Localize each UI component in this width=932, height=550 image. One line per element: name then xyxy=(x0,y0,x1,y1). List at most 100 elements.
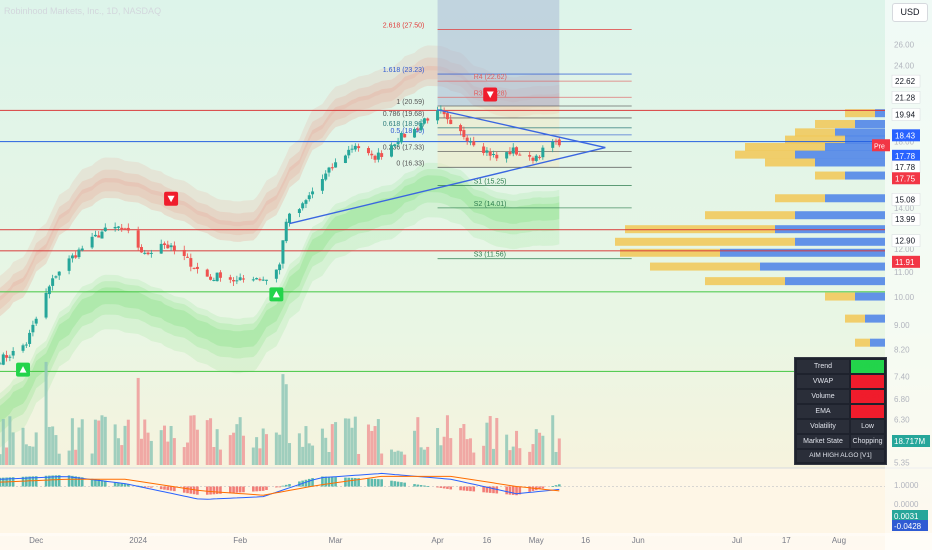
volume-bar xyxy=(554,451,558,465)
candle xyxy=(21,345,25,351)
premarket-badge xyxy=(872,139,890,152)
volume-bar xyxy=(459,428,463,465)
signal-dashboard: Trend Bullish VWAP Bearish Volume Bearis… xyxy=(794,357,887,465)
candle xyxy=(162,243,166,246)
candle xyxy=(139,247,143,253)
volume-bar xyxy=(93,419,97,465)
support-band xyxy=(0,162,560,448)
candle xyxy=(436,110,440,121)
candle xyxy=(373,155,377,160)
volume-bar xyxy=(51,426,55,465)
candle xyxy=(327,167,331,173)
candle xyxy=(274,269,278,279)
oscillator-value-label: 0.0031 xyxy=(894,512,919,521)
oscillator-histogram-bar xyxy=(205,486,209,495)
price-tag xyxy=(892,129,920,142)
volume-profile-bar xyxy=(825,194,885,203)
volume-bar xyxy=(44,361,48,465)
oscillator-histogram-bar xyxy=(485,486,489,493)
price-tag xyxy=(891,212,921,226)
candle xyxy=(528,155,532,157)
oscillator-histogram-bar xyxy=(439,486,443,488)
volume-bar xyxy=(538,432,542,465)
oscillator-histogram-bar xyxy=(459,486,462,491)
resistance-band xyxy=(0,45,560,301)
volume-bar xyxy=(278,434,282,465)
oscillator-histogram-bar xyxy=(284,484,288,487)
oscillator-histogram-bar xyxy=(215,486,219,495)
volume-profile-bar xyxy=(845,135,885,144)
price-tag-label: 11.91 xyxy=(895,258,915,267)
time-axis-tick: 17 xyxy=(782,536,791,545)
volume-bar xyxy=(426,446,430,465)
candle xyxy=(228,277,232,280)
oscillator-histogram-bar xyxy=(377,479,380,487)
price-tag-label: 19.94 xyxy=(895,110,916,119)
oscillator-histogram-bar xyxy=(123,483,127,487)
volume-bar xyxy=(54,435,58,465)
oscillator-histogram-bar xyxy=(403,482,406,487)
volume-bar xyxy=(307,443,311,465)
oscillator-histogram-bar xyxy=(324,476,328,487)
oscillator-histogram-bar xyxy=(252,486,255,492)
oscillator-histogram-bar xyxy=(80,477,84,487)
volume-bar xyxy=(403,454,407,465)
volume-bar xyxy=(235,424,239,465)
candle xyxy=(258,279,262,281)
candle xyxy=(518,154,522,156)
volume-bar xyxy=(370,430,374,465)
oscillator-histogram-bar xyxy=(495,486,499,494)
oscillator-histogram-bar xyxy=(34,476,38,487)
candle xyxy=(534,155,538,161)
candle xyxy=(264,279,268,281)
oscillator-histogram-bar xyxy=(120,483,124,487)
volume-profile-bar xyxy=(745,143,825,152)
oscillator-histogram-bar xyxy=(127,484,130,487)
oscillator-histogram-bar xyxy=(416,484,420,487)
candle xyxy=(416,128,420,130)
time-axis-tick: Aug xyxy=(832,536,846,545)
oscillator-histogram-bar xyxy=(281,485,285,487)
volume-profile-bar xyxy=(825,292,855,301)
volume-profile-bar xyxy=(815,119,855,128)
volume-bar xyxy=(485,422,489,465)
volume-profile-bar xyxy=(855,292,885,301)
candle xyxy=(80,248,84,251)
candle xyxy=(482,146,486,153)
arrow-down-icon xyxy=(167,195,175,203)
price-axis-tick: 6.30 xyxy=(894,415,910,424)
oscillator-histogram-bar xyxy=(173,486,176,492)
price-tag xyxy=(891,193,921,206)
volume-profile-bar xyxy=(795,211,885,220)
time-axis-tick: Jul xyxy=(732,536,742,545)
oscillator-histogram-bar xyxy=(77,476,81,487)
volume-profile-bar xyxy=(615,237,795,246)
volume-bar xyxy=(100,415,104,465)
volume-bar xyxy=(495,417,499,465)
oscillator-histogram-bar xyxy=(304,479,308,487)
candle xyxy=(195,266,199,269)
oscillator-slow-line xyxy=(0,475,560,496)
arrow-down-icon xyxy=(486,91,494,99)
premarket-badge-label: Pre xyxy=(874,143,885,150)
oscillator-histogram-bar xyxy=(557,484,561,487)
volume-profile-bar xyxy=(855,119,885,128)
candle xyxy=(255,278,259,280)
volume-bar xyxy=(390,449,394,465)
oscillator-histogram-bar xyxy=(400,482,403,487)
volume-bar xyxy=(334,422,338,465)
currency-button[interactable]: USD xyxy=(892,3,928,22)
oscillator-histogram-bar xyxy=(146,486,150,488)
dashboard-row-volume: Volume Bearish xyxy=(797,390,884,403)
oscillator-histogram-bar xyxy=(21,476,25,487)
candle xyxy=(301,203,305,209)
oscillator-histogram-bar xyxy=(393,481,397,487)
oscillator-histogram-bar xyxy=(232,486,235,493)
candle xyxy=(215,272,219,282)
volume-bar xyxy=(205,420,209,465)
volume-tag-label: 18.717M xyxy=(894,437,925,446)
volume-bar xyxy=(34,432,38,465)
oscillator-axis-tick: 0.0000 xyxy=(894,500,919,509)
volume-bar xyxy=(21,427,25,465)
